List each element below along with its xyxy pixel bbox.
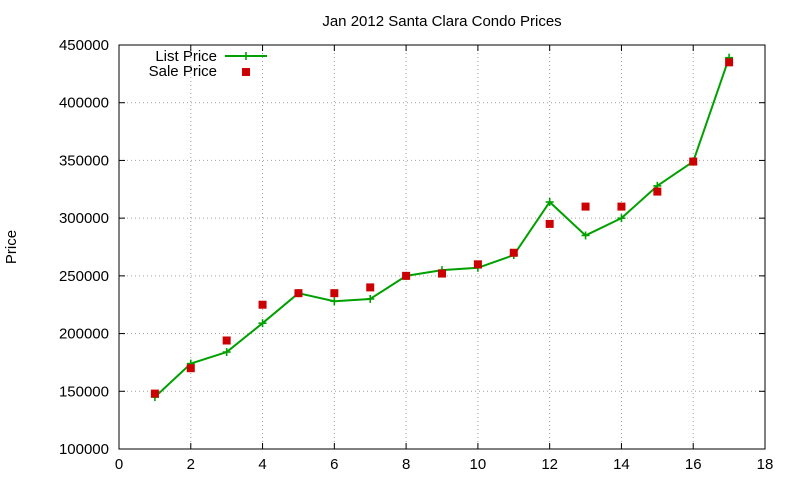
sale-price-point	[366, 283, 375, 292]
series-line-list-price	[154, 57, 731, 398]
legend-label-list-price: List Price	[155, 48, 217, 65]
chart-title: Jan 2012 Santa Clara Condo Prices	[322, 13, 561, 30]
x-tick-label: 14	[613, 456, 630, 473]
axis-ticks: 0 2 4 6 8 10 12 14 16 18 100000 150000 200000 250000 3…	[59, 37, 773, 473]
y-tick-label: 350000	[59, 152, 109, 169]
list-price-point	[258, 319, 267, 328]
legend-marker-sale-price	[242, 68, 250, 76]
sale-price-point	[294, 289, 303, 298]
x-tick-label: 6	[330, 456, 338, 473]
y-tick-label: 100000	[59, 441, 109, 458]
list-price-point	[222, 348, 231, 357]
sale-price-point	[402, 271, 411, 280]
x-tick-label: 0	[115, 456, 123, 473]
y-axis-label: Price	[3, 230, 20, 264]
x-tick-label: 16	[685, 456, 702, 473]
list-price-point	[617, 214, 626, 223]
y-tick-label: 200000	[59, 326, 109, 343]
legend-label-sale-price: Sale Price	[149, 63, 217, 80]
x-tick-label: 18	[757, 456, 774, 473]
legend: List Price Sale Price	[149, 48, 267, 80]
plot-area-border	[118, 44, 766, 450]
list-price-point	[545, 197, 554, 206]
y-tick-label: 400000	[59, 95, 109, 112]
sale-price-point	[689, 157, 698, 166]
series	[150, 53, 734, 402]
sale-price-point	[725, 58, 734, 67]
grid	[119, 45, 765, 449]
sale-price-point	[581, 202, 590, 211]
sale-price-point	[653, 187, 662, 196]
sale-price-point	[258, 300, 267, 309]
sale-price-point	[509, 248, 518, 257]
y-tick-label: 300000	[59, 210, 109, 227]
x-tick-label: 4	[258, 456, 266, 473]
sale-price-point	[545, 219, 554, 228]
sale-price-point	[222, 336, 231, 345]
y-tick-label: 250000	[59, 268, 109, 285]
sale-price-point	[150, 389, 159, 398]
sale-price-point	[473, 260, 482, 269]
legend-marker-list-price	[242, 52, 250, 60]
x-tick-label: 10	[470, 456, 487, 473]
sale-price-point	[438, 269, 446, 278]
sale-price-point	[617, 202, 626, 211]
sale-price-point	[186, 364, 195, 373]
list-price-point	[366, 294, 375, 303]
list-price-point	[330, 297, 339, 306]
x-tick-label: 2	[187, 456, 195, 473]
sale-price-point	[330, 289, 339, 298]
y-tick-label: 150000	[59, 383, 109, 400]
list-price-point	[581, 231, 590, 240]
y-tick-label: 450000	[59, 37, 109, 54]
x-tick-label: 8	[402, 456, 410, 473]
x-tick-label: 12	[541, 456, 558, 473]
